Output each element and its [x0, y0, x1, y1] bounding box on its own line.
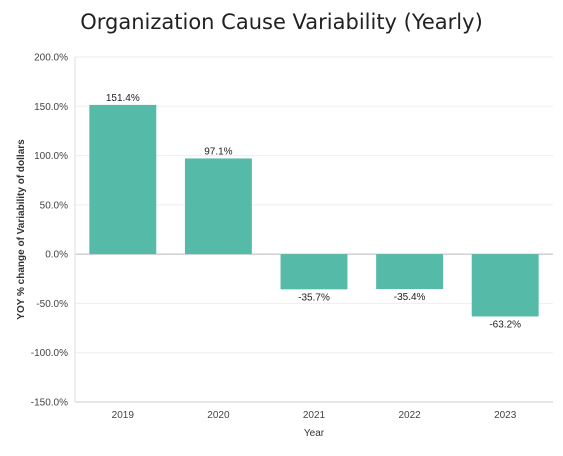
y-tick-label: 150.0% — [34, 102, 68, 113]
y-tick-label: -50.0% — [36, 299, 68, 310]
y-axis-title: YOY % change of Variability of dollars — [16, 139, 27, 320]
x-axis-title: Year — [304, 428, 325, 439]
chart-title: Organization Cause Variability (Yearly) — [80, 10, 483, 34]
data-label-2023: -63.2% — [489, 319, 521, 330]
y-axis-ticks: 200.0% 150.0% 100.0% 50.0% 0.0% -50.0% -100.0%… — [31, 53, 68, 409]
y-tick-label: 0.0% — [45, 250, 68, 261]
data-label-2019: 151.4% — [106, 93, 140, 104]
y-tick-label: 200.0% — [34, 53, 68, 64]
data-label-2021: -35.7% — [298, 292, 330, 303]
bar-2019 — [89, 104, 157, 255]
y-tick-label: 100.0% — [34, 151, 68, 162]
data-label-2020: 97.1% — [204, 146, 232, 157]
data-label-2022: -35.4% — [394, 292, 426, 303]
bar-2021 — [280, 254, 348, 290]
y-tick-label: -150.0% — [31, 398, 68, 409]
y-tick-label: 50.0% — [40, 200, 68, 211]
bars — [89, 104, 539, 317]
data-labels: 151.4% 97.1% -35.7% -35.4% -63.2% — [106, 93, 521, 331]
y-tick-label: -100.0% — [31, 348, 68, 359]
x-tick-label-2023: 2023 — [494, 410, 517, 421]
x-axis-ticks: 2019 2020 2021 2022 2023 — [112, 410, 517, 421]
bar-2023 — [471, 254, 539, 317]
bar-2022 — [376, 254, 444, 290]
x-tick-label-2022: 2022 — [398, 410, 421, 421]
x-tick-label-2020: 2020 — [207, 410, 230, 421]
x-tick-label-2019: 2019 — [112, 410, 135, 421]
x-tick-label-2021: 2021 — [303, 410, 326, 421]
bar-2020 — [184, 158, 252, 255]
